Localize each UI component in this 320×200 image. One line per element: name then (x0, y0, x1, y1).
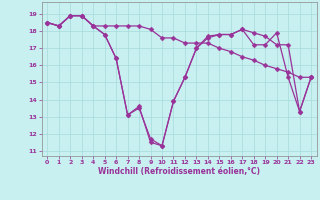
X-axis label: Windchill (Refroidissement éolien,°C): Windchill (Refroidissement éolien,°C) (98, 167, 260, 176)
